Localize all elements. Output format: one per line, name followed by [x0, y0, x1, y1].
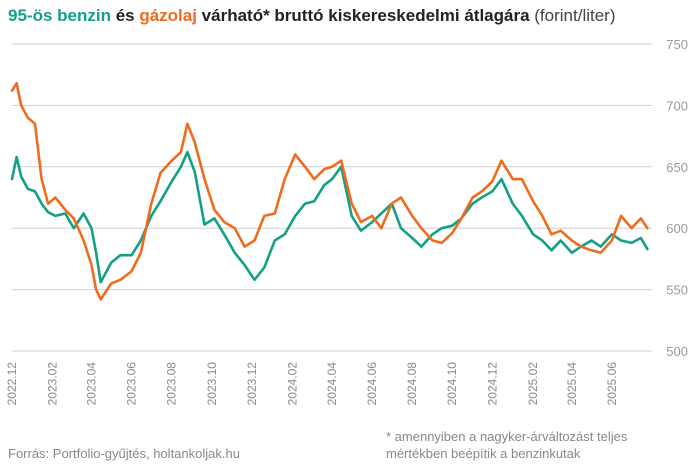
- x-tick-label: 2025.06: [605, 362, 619, 406]
- series-line-benzin: [10, 150, 649, 284]
- x-tick-label: 2023.02: [46, 362, 60, 406]
- x-tick-label: 2023.08: [165, 362, 179, 406]
- gridlines: [12, 43, 652, 352]
- y-tick-label: 700: [666, 98, 688, 113]
- x-tick-label: 2023.06: [125, 362, 139, 406]
- x-tick-label: 2023.10: [205, 362, 219, 406]
- x-tick-label: 2024.04: [325, 362, 339, 406]
- y-axis-labels: 500 550 600 650 700 750: [666, 37, 688, 359]
- x-tick-label: 2025.04: [565, 362, 579, 406]
- x-tick-label: 2022.12: [5, 362, 19, 406]
- series-lines: [10, 82, 649, 301]
- title-benzin: 95-ös benzin: [8, 6, 111, 25]
- x-tick-label: 2024.10: [445, 362, 459, 406]
- x-tick-label: 2023.04: [85, 362, 99, 406]
- title-rest: várható* bruttó kiskereskedelmi átlagára: [196, 6, 530, 25]
- source-text: Forrás: Portfolio-gyűjtés, holtankoljak.…: [8, 446, 240, 461]
- chart-title: 95-ös benzin és gázolaj várható* bruttó …: [8, 6, 616, 26]
- x-axis-labels: 2022.12 2023.02 2023.04 2023.06 2023.08 2023.…: [5, 362, 619, 406]
- y-tick-label: 650: [666, 160, 688, 175]
- x-tick-label: 2025.02: [526, 362, 540, 406]
- x-tick-label: 2024.08: [405, 362, 419, 406]
- title-unit: (forint/liter): [529, 6, 616, 25]
- x-tick-label: 2024.12: [485, 362, 499, 406]
- title-gazolaj: gázolaj: [139, 6, 197, 25]
- y-tick-label: 500: [666, 344, 688, 359]
- x-tick-label: 2023.12: [245, 362, 259, 406]
- y-tick-label: 550: [666, 283, 688, 298]
- title-and: és: [110, 6, 140, 25]
- footnote: * amennyiben a nagyker-árváltozást telje…: [386, 429, 628, 461]
- x-tick-label: 2024.02: [286, 362, 300, 406]
- y-tick-label: 750: [666, 37, 688, 52]
- y-tick-label: 600: [666, 221, 688, 236]
- series-line-gazolaj: [10, 82, 649, 301]
- x-tick-label: 2024.06: [365, 362, 379, 406]
